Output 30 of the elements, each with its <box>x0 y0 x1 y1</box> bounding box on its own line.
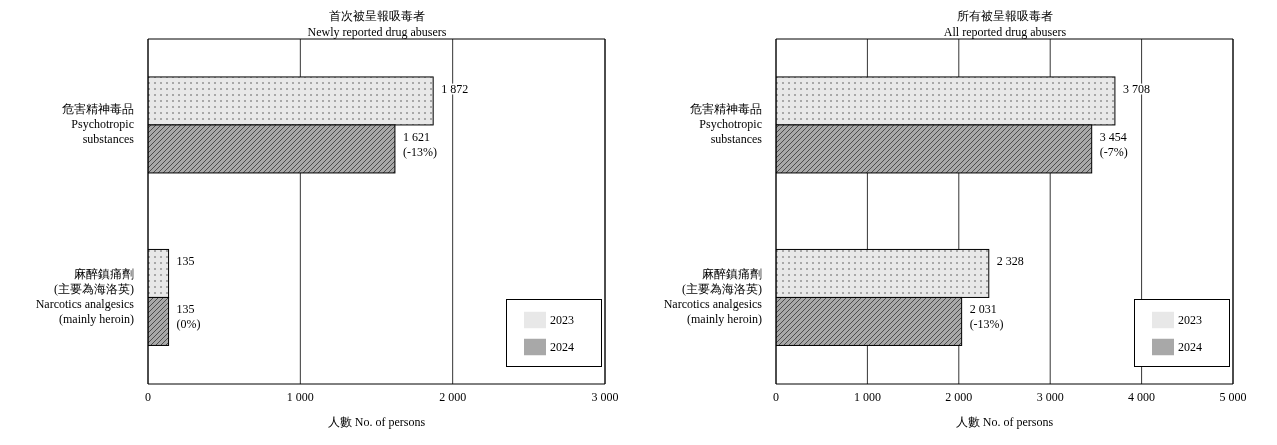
x-tick-label: 3 000 <box>591 389 619 404</box>
y-tick-label: 危害精神毒品 Psychotropic substances <box>690 102 763 146</box>
x-tick-label: 5 000 <box>1219 389 1247 404</box>
chart-title: 首次被呈報吸毒者 <box>328 8 426 24</box>
chart-title: 所有被呈報吸毒者 <box>956 8 1054 24</box>
data-label: 2 328 <box>996 254 1024 269</box>
y-tick-label: 麻醉鎮痛劑 (主要為海洛英) Narcotics analgesics (mainly heroin) <box>663 267 763 326</box>
y-tick-label: 麻醉鎮痛劑 (主要為海洛英) Narcotics analgesics (mainly heroin) <box>35 267 135 326</box>
x-tick-label: 1 000 <box>286 389 314 404</box>
x-tick-label: 2 000 <box>439 389 467 404</box>
x-tick-label: 0 <box>773 389 779 404</box>
x-tick-label: 4 000 <box>1128 389 1156 404</box>
legend-label: 2024 <box>1178 340 1202 354</box>
legend-label: 2023 <box>1178 313 1202 327</box>
data-label: 3 454 (-7%) <box>1099 129 1128 159</box>
x-tick-label: 0 <box>145 389 151 404</box>
x-axis-title: 人數 No. of persons <box>327 415 426 429</box>
data-label: 135 <box>176 254 195 269</box>
chart-subtitle: Newly reported drug abusers <box>306 24 448 40</box>
chart-subtitle: All reported drug abusers <box>942 24 1068 40</box>
data-label: 135 (0%) <box>176 302 201 332</box>
x-axis-title: 人數 No. of persons <box>955 415 1054 429</box>
x-tick-label: 2 000 <box>945 389 973 404</box>
legend-label: 2023 <box>550 313 574 327</box>
legend-label: 2024 <box>550 340 574 354</box>
data-label: 2 031 (-13%) <box>969 302 1004 332</box>
x-tick-label: 1 000 <box>853 389 881 404</box>
x-tick-label: 3 000 <box>1036 389 1064 404</box>
data-label: 1 621 (-13%) <box>402 129 437 159</box>
y-tick-label: 危害精神毒品 Psychotropic substances <box>62 102 135 146</box>
